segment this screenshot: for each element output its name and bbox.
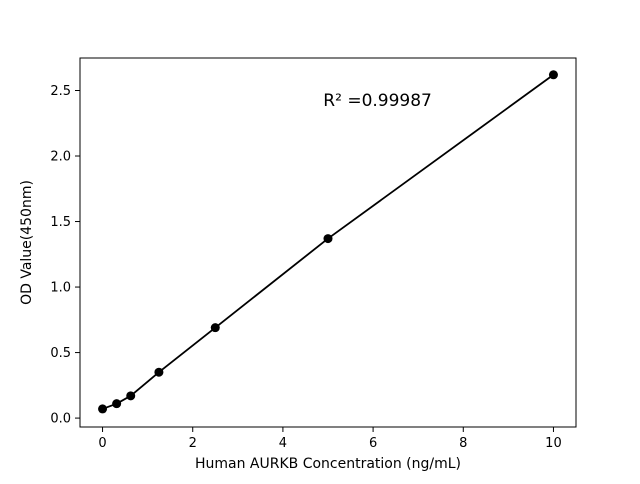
r-squared-annotation: R² =0.99987	[323, 91, 432, 111]
data-point	[126, 391, 136, 401]
y-tick-label: 1.0	[50, 281, 71, 296]
y-tick-label: 2.5	[50, 84, 71, 99]
x-tick-label: 6	[369, 436, 377, 451]
data-point	[323, 234, 333, 244]
y-tick-label: 0.0	[50, 412, 71, 427]
x-tick-label: 0	[98, 436, 106, 451]
data-point	[154, 367, 164, 377]
data-point	[210, 323, 220, 333]
y-axis-label: OD Value(450nm)	[19, 180, 35, 305]
data-point	[548, 70, 558, 80]
x-tick-label: 2	[189, 436, 197, 451]
y-tick-label: 1.5	[50, 215, 71, 230]
x-tick-label: 4	[279, 436, 287, 451]
axes-box	[79, 57, 577, 428]
data-point	[98, 404, 108, 414]
y-tick-label: 0.5	[50, 346, 71, 361]
x-tick-label: 8	[459, 436, 467, 451]
data-point	[112, 399, 122, 409]
x-axis-label: Human AURKB Concentration (ng/mL)	[195, 456, 461, 472]
y-tick-label: 2.0	[50, 150, 71, 165]
x-tick-label: 10	[545, 436, 562, 451]
